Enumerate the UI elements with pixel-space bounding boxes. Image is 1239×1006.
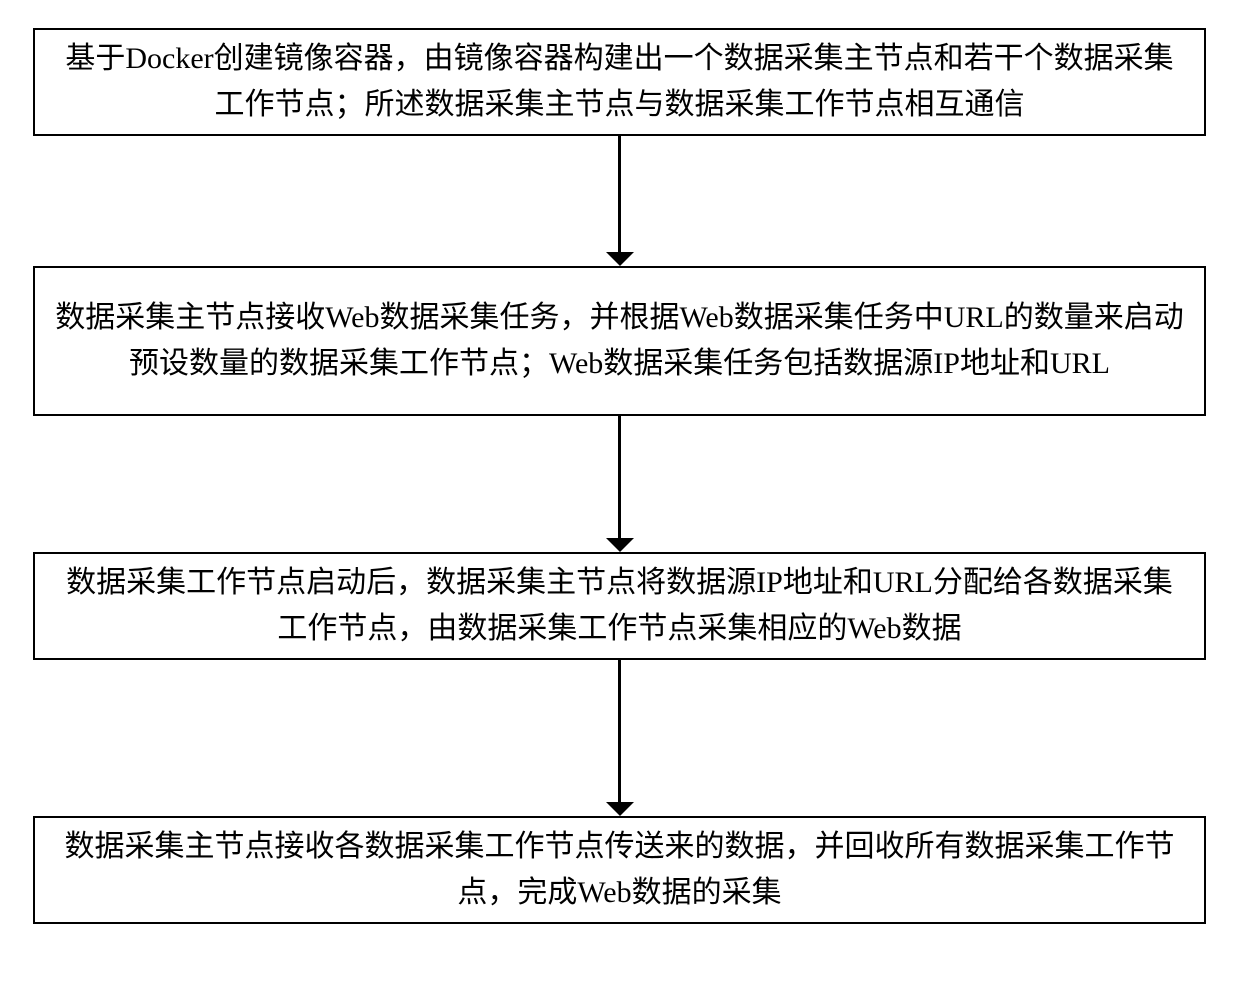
flow-step-1-text: 基于Docker创建镜像容器，由镜像容器构建出一个数据采集主节点和若干个数据采集… xyxy=(55,36,1184,129)
arrow-1-stem xyxy=(618,136,621,252)
arrow-3-stem xyxy=(618,660,621,802)
arrow-3-head xyxy=(606,802,634,816)
flow-step-3: 数据采集工作节点启动后，数据采集主节点将数据源IP地址和URL分配给各数据采集工… xyxy=(33,552,1206,660)
arrow-1-head xyxy=(606,252,634,266)
flow-step-2: 数据采集主节点接收Web数据采集任务，并根据Web数据采集任务中URL的数量来启… xyxy=(33,266,1206,416)
flow-step-2-text: 数据采集主节点接收Web数据采集任务，并根据Web数据采集任务中URL的数量来启… xyxy=(55,295,1184,388)
arrow-2-stem xyxy=(618,416,621,538)
arrow-2-head xyxy=(606,538,634,552)
flow-step-4-text: 数据采集主节点接收各数据采集工作节点传送来的数据，并回收所有数据采集工作节点，完… xyxy=(55,824,1184,917)
flow-step-1: 基于Docker创建镜像容器，由镜像容器构建出一个数据采集主节点和若干个数据采集… xyxy=(33,28,1206,136)
flow-step-4: 数据采集主节点接收各数据采集工作节点传送来的数据，并回收所有数据采集工作节点，完… xyxy=(33,816,1206,924)
flow-step-3-text: 数据采集工作节点启动后，数据采集主节点将数据源IP地址和URL分配给各数据采集工… xyxy=(55,560,1184,653)
